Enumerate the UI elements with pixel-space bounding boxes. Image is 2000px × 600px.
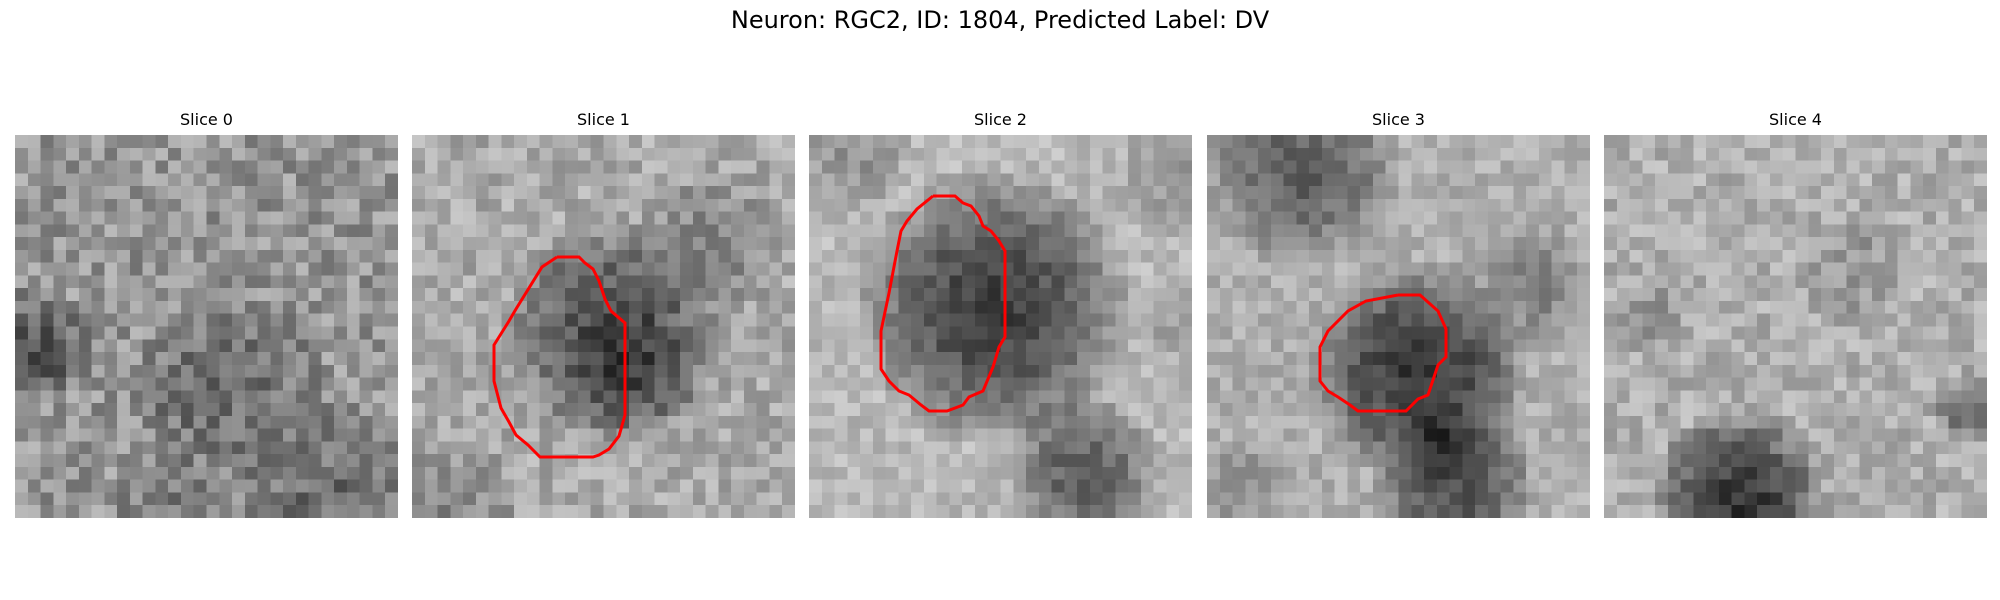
slice-image	[15, 135, 398, 518]
segmentation-contour-overlay	[1318, 293, 1448, 413]
slice-title: Slice 0	[180, 110, 233, 129]
slice-panel-2: Slice 2	[809, 106, 1192, 518]
microscopy-slice-canvas	[809, 135, 1192, 518]
segmentation-contour-overlay	[492, 255, 627, 459]
slice-image	[412, 135, 795, 518]
microscopy-slice-canvas	[1604, 135, 1987, 518]
slice-title: Slice 2	[974, 110, 1027, 129]
slice-panel-3: Slice 3	[1207, 106, 1590, 518]
microscopy-slice-canvas	[1207, 135, 1590, 518]
microscopy-slice-canvas	[15, 135, 398, 518]
slice-title: Slice 1	[577, 110, 630, 129]
slice-image	[1604, 135, 1987, 518]
figure-title: Neuron: RGC2, ID: 1804, Predicted Label:…	[730, 6, 1270, 34]
slice-title: Slice 3	[1372, 110, 1425, 129]
segmentation-contour	[1318, 293, 1448, 413]
microscopy-slice-canvas	[412, 135, 795, 518]
slice-image	[1207, 135, 1590, 518]
slice-panel-1: Slice 1	[412, 106, 795, 518]
slice-panel-0: Slice 0	[15, 106, 398, 518]
segmentation-contour	[492, 255, 627, 459]
segmentation-contour	[879, 194, 1007, 413]
slice-panel-4: Slice 4	[1604, 106, 1987, 518]
slice-title: Slice 4	[1769, 110, 1822, 129]
slice-image	[809, 135, 1192, 518]
segmentation-contour-overlay	[879, 194, 1007, 413]
